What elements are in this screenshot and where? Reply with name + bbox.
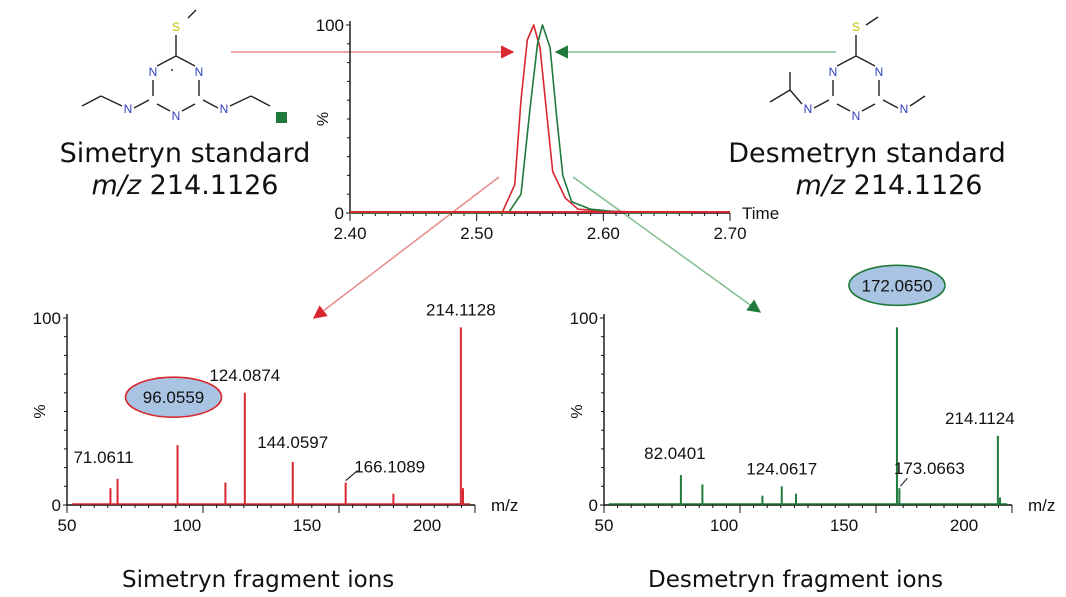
- x-tick-label: 2.50: [460, 224, 493, 243]
- x-axis-label: m/z: [1028, 496, 1055, 515]
- desmetryn-fragment-caption: Desmetryn fragment ions: [648, 567, 944, 593]
- peak-label-leader: [899, 477, 908, 487]
- x-tick-label: 50: [595, 516, 614, 535]
- x-tick-label: 2.40: [333, 224, 366, 243]
- y-tick-label: 100: [316, 16, 344, 35]
- peak-label: 82.0401: [644, 444, 705, 463]
- peak-label: 124.0617: [746, 459, 817, 478]
- x-axis-label: m/z: [491, 496, 518, 515]
- chromatogram-chart: 2.40 2.50 2.60 2.70 0 100 Time%: [315, 16, 779, 243]
- green-square-marker: [276, 112, 287, 123]
- x-tick-label: 50: [58, 516, 77, 535]
- peak-label: 144.0597: [257, 433, 328, 452]
- mz-italic-label: m/z: [795, 170, 846, 201]
- sulfur-atom: S: [852, 20, 860, 34]
- peak-label: 96.0559: [143, 388, 204, 407]
- nitrogen-atom: N: [804, 102, 813, 116]
- peak-label-leader: [345, 470, 358, 481]
- x-tick-label: 150: [293, 516, 321, 535]
- y-axis-label: %: [315, 112, 332, 126]
- nitrogen-atom: N: [900, 102, 909, 116]
- green-peak-to-spectrum-arrow: [572, 176, 762, 313]
- desmetryn-spectrum-chart: 50 100 150 200 0 100 m/z% 82.0401 124.0617 172.06…: [569, 264, 1055, 535]
- peak-label: 71.0611: [73, 448, 133, 467]
- x-tick-label: 2.70: [713, 224, 746, 243]
- x-tick-label: 100: [710, 516, 738, 535]
- nitrogen-atom: N: [875, 65, 884, 79]
- mz-italic-label: m/z: [91, 170, 142, 201]
- peak-label: 124.0874: [209, 366, 280, 385]
- desmetryn-mz: m/z 214.1126: [717, 170, 1017, 202]
- simetryn-label: Simetryn standard m/z 214.1126: [40, 138, 330, 202]
- simetryn-name: Simetryn standard: [59, 138, 311, 169]
- simetryn-mz-value: 214.1126: [149, 170, 279, 201]
- highlight-ellipse: [124, 376, 223, 418]
- x-tick-label: 2.60: [587, 224, 620, 243]
- y-tick-label: 100: [33, 309, 61, 328]
- x-tick-label: 200: [950, 516, 978, 535]
- x-tick-label: 150: [830, 516, 858, 535]
- peak-label: 172.0650: [862, 276, 933, 295]
- y-tick-label: 0: [52, 496, 61, 515]
- peak-label: 214.1128: [426, 300, 496, 319]
- chromatogram-trace: [350, 24, 680, 214]
- desmetryn-label: Desmetryn standard m/z 214.1126: [717, 138, 1017, 202]
- x-tick-label: 200: [413, 516, 441, 535]
- peak-label: 173.0663: [894, 459, 965, 478]
- y-tick-label: 100: [570, 309, 598, 328]
- nitrogen-atom: N: [124, 102, 133, 116]
- desmetryn-name: Desmetryn standard: [728, 138, 1006, 169]
- highlight-ellipse: [848, 264, 946, 307]
- nitrogen-atom: N: [220, 102, 229, 116]
- simetryn-mz: m/z 214.1126: [40, 170, 330, 202]
- sulfur-atom: S: [172, 20, 180, 34]
- chromatogram-trace: [350, 24, 692, 214]
- nitrogen-atom: N: [195, 65, 204, 79]
- y-axis-label: %: [32, 404, 49, 418]
- peak-label: 166.1089: [354, 458, 425, 477]
- x-axis-label: Time: [742, 204, 779, 223]
- simetryn-fragment-caption: Simetryn fragment ions: [122, 567, 395, 593]
- simetryn-structure: [81, 9, 271, 112]
- red-peak-to-spectrum-arrow: [312, 176, 500, 319]
- y-axis-label: %: [569, 404, 586, 418]
- y-tick-label: 0: [335, 204, 344, 223]
- x-tick-label: 100: [173, 516, 201, 535]
- nitrogen-atom: N: [172, 109, 181, 123]
- y-tick-label: 0: [589, 496, 598, 515]
- desmetryn-mz-value: 214.1126: [853, 170, 983, 201]
- connector-arrows: [231, 45, 836, 319]
- nitrogen-atom: N: [149, 65, 158, 79]
- nitrogen-atom: N: [829, 65, 838, 79]
- simetryn-spectrum-chart: 50 100 150 200 0 100 m/z% 71.0611 96.0559 124.087…: [32, 300, 518, 535]
- desmetryn-structure: [769, 16, 926, 112]
- peak-label: 214.1124: [945, 409, 1015, 428]
- nitrogen-atom: N: [852, 109, 861, 123]
